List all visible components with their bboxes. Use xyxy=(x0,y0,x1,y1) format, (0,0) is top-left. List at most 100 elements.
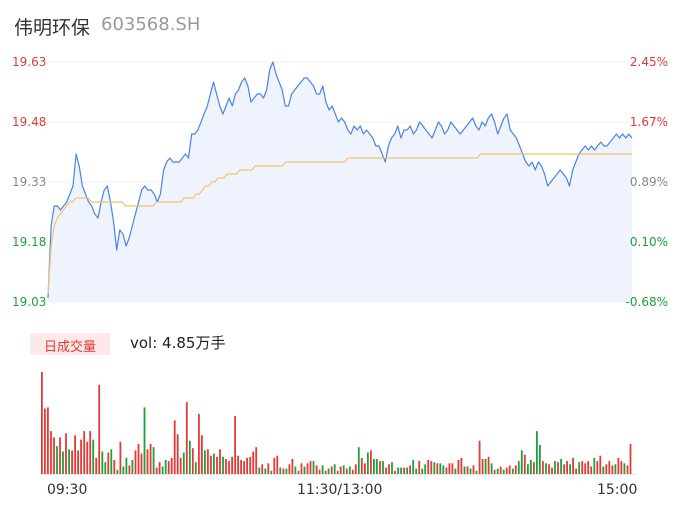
volume-bar xyxy=(143,407,146,474)
volume-bar xyxy=(421,468,424,474)
volume-bar xyxy=(158,462,161,474)
price-tick-label: 19.33 xyxy=(12,175,46,189)
percent-tick-label: 2.45% xyxy=(630,55,668,69)
volume-bar xyxy=(439,463,442,474)
volume-bar xyxy=(403,467,405,474)
volume-bar xyxy=(104,462,107,474)
volume-bar xyxy=(315,465,318,474)
volume-bar xyxy=(367,452,369,474)
volume-bar xyxy=(164,460,167,474)
volume-bar xyxy=(167,461,170,474)
volume-bar xyxy=(71,450,73,474)
volume-bar xyxy=(608,461,611,474)
volume-bar xyxy=(448,463,451,474)
volume-bar xyxy=(243,461,245,474)
volume-bar xyxy=(86,441,89,474)
volume-bar xyxy=(83,431,86,474)
volume-bar xyxy=(246,457,248,474)
volume-bar xyxy=(222,456,224,474)
volume-bar xyxy=(442,465,445,474)
volume-bar xyxy=(596,461,599,474)
volume-bar xyxy=(481,459,484,474)
volume-bar xyxy=(110,449,113,474)
volume-bar xyxy=(499,466,502,474)
volume-bar xyxy=(530,460,532,474)
volume-bar xyxy=(294,466,297,474)
volume-bar xyxy=(204,450,206,474)
volume-bar xyxy=(629,443,632,474)
volume-bar xyxy=(478,440,481,474)
volume-bar xyxy=(551,467,553,474)
volume-bar xyxy=(584,463,587,474)
volume-bar xyxy=(194,462,197,474)
volume-bar xyxy=(225,459,227,474)
volume-bar xyxy=(50,431,52,474)
volume-bar xyxy=(119,441,122,474)
volume-bar xyxy=(605,464,608,474)
volume-bar xyxy=(324,470,327,474)
volume-bar xyxy=(545,463,547,474)
volume-bar xyxy=(593,457,596,474)
volume-bar xyxy=(176,434,179,474)
volume-bar xyxy=(548,464,550,474)
price-area-fill xyxy=(48,62,632,302)
volume-bar xyxy=(107,452,110,474)
price-line xyxy=(47,61,633,299)
volume-bar xyxy=(385,467,387,474)
volume-bar xyxy=(517,461,520,474)
volume-bar xyxy=(433,462,436,474)
volume-bar xyxy=(47,407,49,474)
stock-name: 伟明环保 xyxy=(14,17,91,39)
price-axis-labels: 19.63 2.45% 19.48 1.67% 19.33 0.89% 19.18 0.10%… xyxy=(12,55,668,309)
volume-bar xyxy=(116,469,119,474)
volume-bar xyxy=(357,447,360,474)
volume-bar xyxy=(457,460,460,474)
volume-bar xyxy=(228,461,230,474)
volume-bar xyxy=(161,466,164,474)
volume-bar xyxy=(578,462,581,474)
volume-bar xyxy=(149,443,152,474)
volume-bar xyxy=(77,450,79,474)
volume-bar xyxy=(276,455,279,474)
volume-bar xyxy=(53,437,55,474)
volume-bars xyxy=(40,372,636,475)
volume-bar xyxy=(270,470,273,474)
volume-bar xyxy=(397,467,399,474)
volume-bar xyxy=(303,466,306,474)
volume-bar xyxy=(240,460,242,474)
volume-bar xyxy=(388,464,390,474)
volume-bar xyxy=(412,460,415,474)
volume-bar xyxy=(590,466,593,474)
price-area xyxy=(48,62,632,302)
volume-bar xyxy=(345,468,348,474)
volume-bar xyxy=(575,468,577,474)
price-tick-label: 19.18 xyxy=(12,235,46,249)
percent-tick-label: 0.10% xyxy=(630,235,668,249)
volume-bar xyxy=(424,464,427,474)
volume-bar xyxy=(406,467,408,474)
volume-bar xyxy=(89,431,92,474)
volume-bar xyxy=(201,435,203,474)
volume-bar xyxy=(400,467,402,474)
volume-bar xyxy=(336,470,339,474)
volume-bar xyxy=(566,461,568,474)
volume-bar xyxy=(466,466,469,474)
volume-bar xyxy=(451,463,454,474)
volume-bar xyxy=(339,466,342,474)
volume-tab[interactable]: 日成交量 xyxy=(30,333,110,355)
volume-bar xyxy=(430,461,433,474)
percent-tick-label: 0.89% xyxy=(630,175,668,189)
volume-bar xyxy=(463,466,466,474)
volume-bar xyxy=(306,463,309,474)
volume-bar xyxy=(391,462,393,474)
volume-bar xyxy=(95,457,98,474)
volume-bar xyxy=(560,459,562,474)
volume-bar xyxy=(264,468,267,474)
volume-bar xyxy=(614,464,617,474)
volume-bar xyxy=(523,454,526,474)
price-tick-label: 19.63 xyxy=(12,55,46,69)
percent-tick-label: -0.68% xyxy=(626,295,668,309)
volume-bar xyxy=(131,460,134,474)
volume-bar xyxy=(493,469,496,474)
